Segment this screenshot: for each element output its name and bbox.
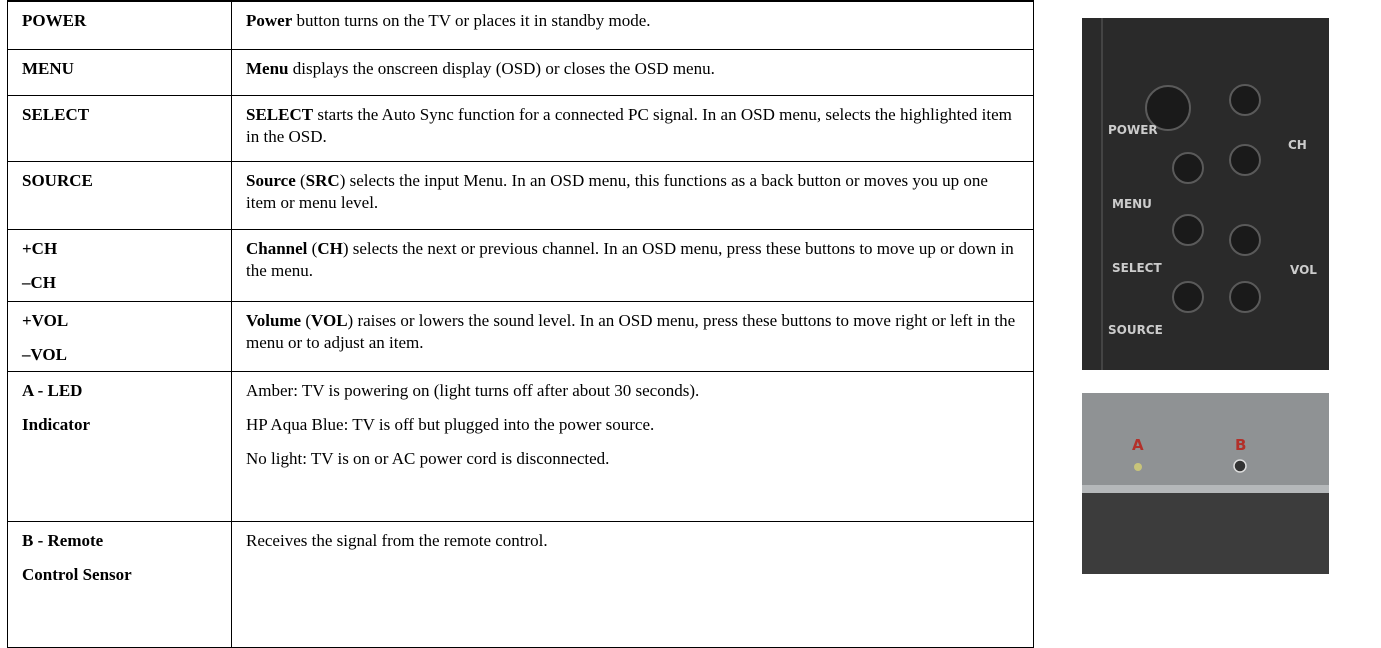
sensor-panel-image: A B — [1082, 393, 1329, 574]
label-cell: POWER — [7, 0, 232, 50]
power-button — [1145, 85, 1191, 131]
bold-run: Menu — [246, 58, 289, 78]
bold-run: VOL — [311, 310, 348, 330]
description-paragraph: Receives the signal from the remote cont… — [246, 530, 1019, 552]
button — [1229, 144, 1261, 176]
panel-label: SOURCE — [1108, 323, 1163, 337]
bold-run: SRC — [305, 170, 340, 190]
panel-label: B — [1235, 436, 1246, 454]
panel-top — [1082, 393, 1329, 493]
description-cell: SELECT starts the Auto Sync function for… — [231, 94, 1034, 162]
column-rule — [1033, 0, 1034, 646]
panel-label: MENU — [1112, 197, 1152, 211]
button — [1229, 84, 1261, 116]
description-cell: Amber: TV is powering on (light turns of… — [231, 370, 1034, 522]
text-run: ) selects the next or previous channel. … — [246, 238, 1014, 280]
description-cell: Menu displays the onscreen display (OSD)… — [231, 48, 1034, 96]
table-row: MENU Menu displays the onscreen display (… — [7, 48, 1034, 96]
bold-run: Power — [246, 11, 293, 30]
button — [1229, 281, 1261, 313]
table-row: +CH –CH Channel (CH) selects the next or p… — [7, 228, 1034, 302]
label-text: B - Remote — [22, 530, 104, 550]
text-run: button turns on the TV or places it in s… — [292, 11, 651, 30]
description-paragraph: Volume (VOL) raises or lowers the sound … — [246, 310, 1019, 354]
text-run: Receives the signal from the remote cont… — [246, 530, 548, 550]
panel-label: CH — [1288, 138, 1307, 152]
sensor — [1233, 459, 1247, 473]
description-paragraph: HP Aqua Blue: TV is off but plugged into… — [246, 414, 1019, 436]
description-paragraph: Source (SRC) selects the input Menu. In … — [246, 170, 1019, 214]
panel-label: POWER — [1108, 123, 1158, 137]
label-cell: SELECT — [7, 94, 232, 162]
description-paragraph: SELECT starts the Auto Sync function for… — [246, 104, 1019, 148]
panel-label: VOL — [1290, 263, 1317, 277]
buttons — [1145, 84, 1261, 313]
bold-run: Source — [246, 170, 296, 190]
label-text: Control Sensor — [22, 564, 132, 584]
label-text: SOURCE — [22, 170, 93, 190]
bold-run: CH — [317, 238, 343, 258]
label-cell: MENU — [7, 48, 232, 96]
table-row: SELECT SELECT starts the Auto Sync functi… — [7, 94, 1034, 162]
panel-label: SELECT — [1112, 261, 1162, 275]
panel-edge — [1082, 485, 1329, 493]
table-row: B - Remote Control Sensor Receives the sig… — [7, 520, 1034, 648]
label-text: MENU — [22, 58, 74, 78]
button — [1172, 214, 1204, 246]
label-text: +CH — [22, 238, 58, 258]
description-cell: Volume (VOL) raises or lowers the sound … — [231, 300, 1034, 372]
description-paragraph: Power button turns on the TV or places i… — [246, 10, 1019, 32]
label-text: Indicator — [22, 414, 90, 434]
label-cell: +VOL –VOL — [7, 300, 232, 372]
text-run: Amber: TV is powering on (light turns of… — [246, 380, 700, 400]
description-paragraph: Amber: TV is powering on (light turns of… — [246, 380, 1019, 402]
description-paragraph: Channel (CH) selects the next or previou… — [246, 238, 1019, 282]
text-run: ) raises or lowers the sound level. In a… — [246, 310, 1016, 352]
label-text: POWER — [22, 11, 87, 30]
label-text: A - LED — [22, 380, 83, 400]
label-cell: A - LED Indicator — [7, 370, 232, 522]
text-run: ) selects the input Menu. In an OSD menu… — [246, 170, 988, 212]
table-row: A - LED Indicator Amber: TV is powering on… — [7, 370, 1034, 522]
bold-run: Volume — [246, 310, 302, 330]
label-cell: +CH –CH — [7, 228, 232, 302]
text-run: ( — [307, 238, 318, 258]
button — [1229, 224, 1261, 256]
description-cell: Source (SRC) selects the input Menu. In … — [231, 160, 1034, 230]
label-cell: B - Remote Control Sensor — [7, 520, 232, 648]
table-row: POWER Power button turns on the TV or pla… — [7, 0, 1034, 50]
description-cell: Channel (CH) selects the next or previou… — [231, 228, 1034, 302]
speaker-grille — [1082, 493, 1329, 574]
text-run: displays the onscreen display (OSD) or c… — [288, 58, 715, 78]
description-cell: Power button turns on the TV or places i… — [231, 0, 1034, 50]
text-run: HP Aqua Blue: TV is off but plugged into… — [246, 414, 655, 434]
button — [1172, 281, 1204, 313]
button — [1172, 152, 1204, 184]
text-run: No light: TV is on or AC power cord is d… — [246, 448, 610, 468]
bold-run: Channel — [246, 238, 308, 258]
table-row: +VOL –VOL Volume (VOL) raises or lowers th… — [7, 300, 1034, 372]
button-table: POWER Power button turns on the TV or pla… — [7, 0, 1034, 648]
label-text: SELECT — [22, 104, 90, 124]
panel-bg — [1082, 18, 1329, 370]
description-paragraph: Menu displays the onscreen display (OSD)… — [246, 58, 1019, 80]
panel-label: A — [1132, 436, 1144, 454]
button-panel-image: POWER MENU SELECT SOURCE CH VOL — [1082, 18, 1329, 370]
text-run: ( — [301, 310, 312, 330]
text-run: starts the Auto Sync function for a conn… — [246, 104, 1012, 146]
label-text: –VOL — [22, 344, 67, 364]
table-row: SOURCE Source (SRC) selects the input Men… — [7, 160, 1034, 230]
bold-run: SELECT — [246, 104, 314, 124]
label-text: +VOL — [22, 310, 69, 330]
label-text: –CH — [22, 272, 56, 292]
led — [1134, 463, 1142, 471]
description-cell: Receives the signal from the remote cont… — [231, 520, 1034, 648]
text-run: ( — [295, 170, 306, 190]
description-paragraph: No light: TV is on or AC power cord is d… — [246, 448, 1019, 470]
label-cell: SOURCE — [7, 160, 232, 230]
